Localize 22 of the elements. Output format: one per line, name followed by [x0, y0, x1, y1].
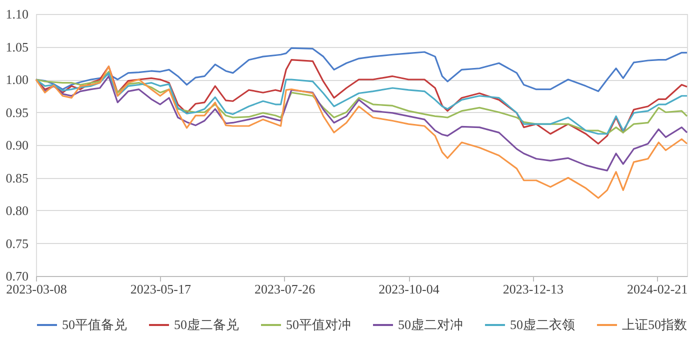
y-tick-label: 0.90: [6, 138, 28, 152]
y-tick-label: 1.10: [6, 6, 28, 22]
y-tick-label: 0.95: [6, 104, 28, 120]
x-tick-label: 2023-10-04: [378, 282, 440, 296]
legend-label: 50平值对冲: [286, 317, 351, 332]
y-tick-label: 1.00: [6, 72, 28, 87]
legend-label: 50虚二衣领: [510, 317, 575, 332]
y-tick-label: 0.80: [6, 203, 28, 218]
x-tick-label: 2023-05-17: [130, 282, 192, 296]
x-tick-label: 2024-02-21: [627, 282, 688, 296]
x-tick-label: 2023-03-08: [6, 282, 67, 296]
y-tick-label: 0.85: [6, 170, 28, 186]
legend-label: 上证50指数: [622, 317, 687, 332]
y-tick-label: 0.70: [6, 268, 28, 284]
line-series: [35, 66, 688, 199]
y-tick-label: 0.75: [6, 236, 28, 251]
x-tick-label: 2023-12-13: [502, 282, 564, 296]
y-tick-label: 1.05: [6, 39, 28, 54]
x-tick-label: 2023-07-26: [254, 282, 316, 296]
legend-label: 50虚二对冲: [398, 317, 463, 332]
legend-label: 50平值备兑: [62, 317, 127, 332]
legend-label: 50虚二备兑: [174, 317, 239, 332]
